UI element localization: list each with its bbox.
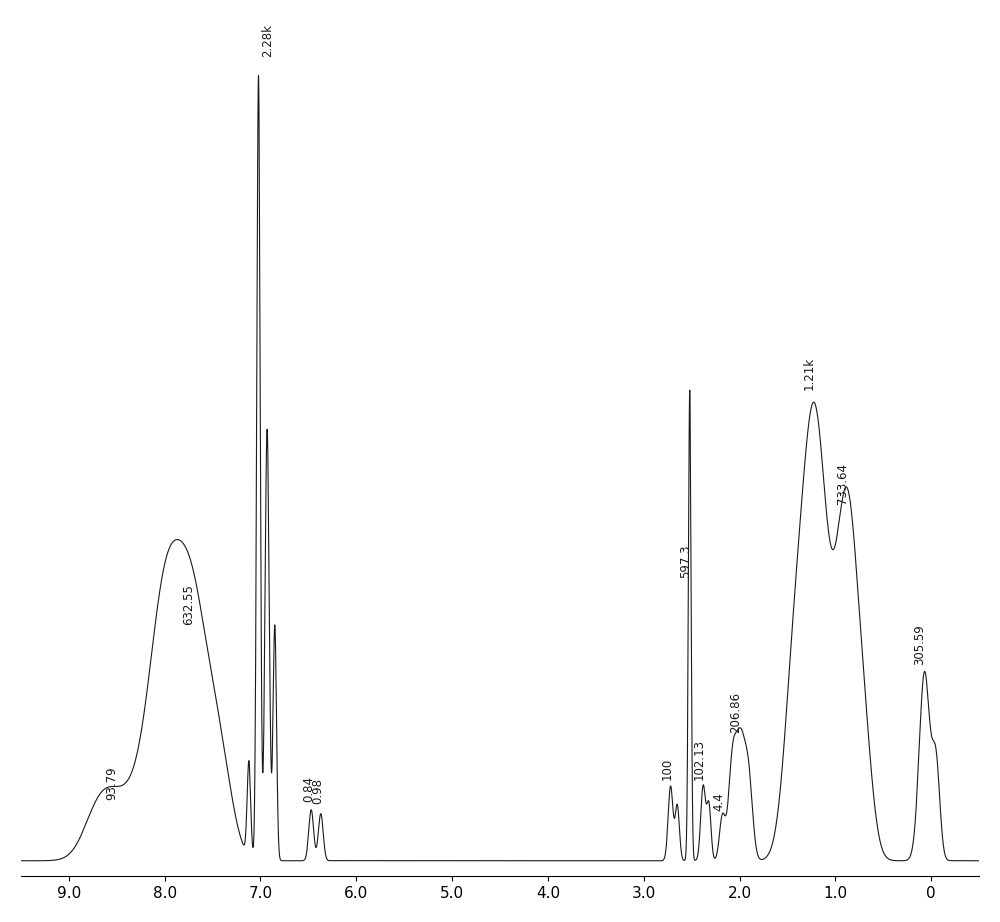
Text: 100: 100 (660, 758, 673, 780)
Text: 2.28k: 2.28k (262, 24, 275, 57)
Text: 102.13: 102.13 (693, 739, 706, 780)
Text: 0.84: 0.84 (302, 776, 315, 802)
Text: 597.3: 597.3 (679, 545, 692, 578)
Text: 0.98: 0.98 (311, 777, 324, 803)
Text: 206.86: 206.86 (729, 692, 742, 733)
Text: 93.79: 93.79 (105, 766, 118, 799)
Text: 632.55: 632.55 (182, 585, 195, 625)
Text: 1.21k: 1.21k (803, 357, 816, 390)
Text: 733.64: 733.64 (836, 463, 849, 504)
Text: 4.4: 4.4 (712, 793, 725, 811)
Text: 305.59: 305.59 (913, 624, 926, 665)
